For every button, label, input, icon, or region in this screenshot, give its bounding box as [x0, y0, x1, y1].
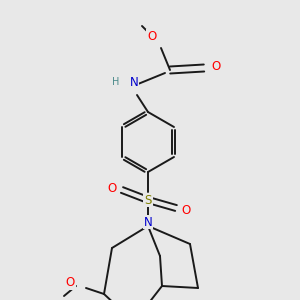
- Text: N: N: [130, 76, 138, 88]
- Text: O: O: [147, 29, 157, 43]
- Text: O: O: [65, 277, 75, 290]
- Text: H: H: [112, 77, 120, 87]
- Text: O: O: [107, 182, 117, 194]
- Text: S: S: [144, 194, 152, 206]
- Text: O: O: [182, 203, 190, 217]
- Text: O: O: [212, 59, 220, 73]
- Text: N: N: [144, 215, 152, 229]
